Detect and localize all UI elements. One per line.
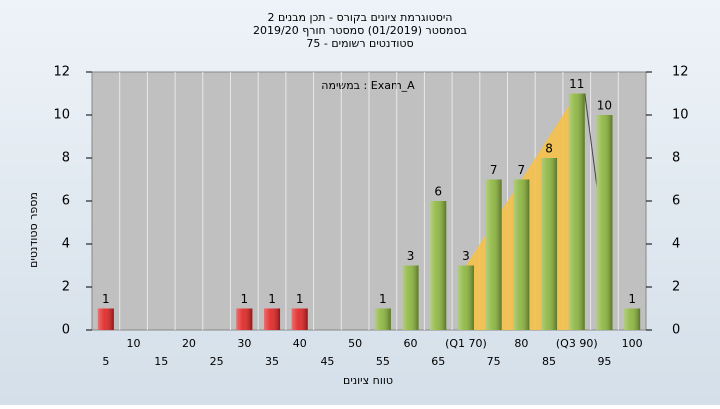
value-label: 3 [462, 249, 470, 263]
x-tick-label: 60 [404, 337, 418, 350]
y-tick-label: 6 [62, 194, 70, 209]
y-tick-label: 4 [62, 237, 70, 252]
y2-tick-label: 0 [672, 323, 680, 338]
bar-shade [457, 265, 474, 330]
x-tick-label: 10 [127, 337, 141, 350]
annotation: במשימה : Exam_A [321, 79, 415, 92]
x-tick-label: 85 [542, 355, 556, 368]
x-tick-label: 25 [210, 355, 224, 368]
y-tick-label: 10 [53, 108, 70, 123]
y-tick-label: 8 [62, 151, 70, 166]
x-tick-label: 35 [265, 355, 279, 368]
value-label: 1 [379, 292, 387, 306]
x-tick-label: 75 [487, 355, 501, 368]
x-axis-label: טווח ציונים [343, 374, 393, 387]
value-label: 1 [102, 292, 110, 306]
bar-shade [568, 93, 585, 330]
y2-tick-label: 2 [672, 280, 680, 295]
bar-shade [264, 308, 281, 330]
bar-shade [430, 201, 447, 330]
x-tick-label: (Q1 70) [445, 337, 487, 350]
x-tick-label: 55 [376, 355, 390, 368]
x-tick-label: 95 [597, 355, 611, 368]
bar-shade [624, 308, 641, 330]
y2-tick-label: 6 [672, 194, 680, 209]
x-tick-label: 80 [514, 337, 528, 350]
y2-tick-label: 10 [672, 108, 689, 123]
x-tick-label: 40 [293, 337, 307, 350]
y2-tick-label: 12 [672, 65, 689, 80]
chart-subtitle: סטודנטים רשומים - 75 [306, 37, 413, 50]
y2-tick-label: 8 [672, 151, 680, 166]
value-label: 1 [241, 292, 249, 306]
chart-subtitle: בסמסטר (01/2019) סמסטר חורף 2019/20 [253, 24, 467, 37]
bar-shade [596, 115, 613, 330]
y2-tick-label: 4 [672, 237, 680, 252]
x-tick-label: 100 [622, 337, 643, 350]
value-label: 10 [597, 99, 612, 113]
x-tick-label: 50 [348, 337, 362, 350]
y-tick-label: 0 [62, 323, 70, 338]
x-tick-label: 20 [182, 337, 196, 350]
value-label: 1 [268, 292, 276, 306]
x-tick-label: 15 [154, 355, 168, 368]
bar-shade [485, 179, 502, 330]
x-tick-label: (Q3 90) [556, 337, 598, 350]
value-label: 7 [518, 163, 526, 177]
bar-shade [374, 308, 391, 330]
bar-shade [97, 308, 114, 330]
bar-shade [541, 158, 558, 330]
value-label: 7 [490, 163, 498, 177]
chart-title: היסטוגרמת ציונים בקורס - תכן מבנים 2 [268, 11, 453, 24]
bar-shade [513, 179, 530, 330]
value-label: 1 [628, 292, 636, 306]
value-label: 8 [545, 142, 553, 156]
value-label: 3 [407, 249, 415, 263]
bar-shade [402, 265, 419, 330]
x-tick-label: 45 [320, 355, 334, 368]
bar-shade [291, 308, 308, 330]
value-label: 6 [434, 185, 442, 199]
value-label: 11 [569, 77, 584, 91]
y-axis-label: מספר סטודנטים [27, 192, 40, 268]
y-tick-label: 2 [62, 280, 70, 295]
y-tick-label: 12 [53, 65, 70, 80]
value-label: 1 [296, 292, 304, 306]
x-tick-label: 30 [237, 337, 251, 350]
x-tick-label: 65 [431, 355, 445, 368]
bar-shade [236, 308, 253, 330]
x-tick-label: 5 [102, 355, 109, 368]
